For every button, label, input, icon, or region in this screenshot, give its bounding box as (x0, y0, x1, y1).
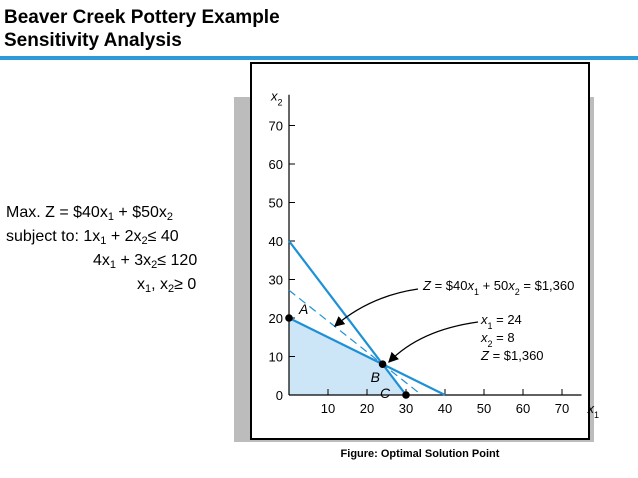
y-tick-label-30: 30 (269, 273, 283, 288)
x-tick-label-10: 10 (321, 401, 335, 416)
figure-caption: Figure: Optimal Solution Point (340, 448, 500, 460)
constraint-labor: subject to: 1x1 + 2x2≤ 40 (6, 228, 179, 247)
objective-annotation: Z = $40x1 + 50x2 = $1,360 (422, 278, 574, 297)
objective-function: Max. Z = $40x1 + $50x2 (6, 204, 174, 223)
y-tick-label-50: 50 (269, 196, 283, 211)
arrow-to-optimum (388, 321, 479, 363)
slide-title: Beaver Creek Pottery Example (4, 7, 280, 28)
lp-formulation: Max. Z = $40x1 + $50x2 subject to: 1x1 +… (6, 203, 197, 299)
corner-label-a: A (298, 301, 308, 317)
corner-label-b: B (371, 369, 380, 385)
x-tick-label-60: 60 (516, 401, 530, 416)
x-axis-label: x1 (587, 401, 600, 420)
nonnegativity-constraint: x1, x2≥ 0 (137, 276, 197, 295)
y-tick-label-20: 20 (269, 311, 283, 326)
constraint-line-2 (288, 317, 446, 396)
objective-line (288, 289, 422, 396)
solution-z-label: Z = $1,360 (480, 348, 544, 363)
feasible-region (289, 318, 406, 395)
y-tick-label-0: 0 (276, 388, 283, 403)
y-tick-label-60: 60 (269, 157, 283, 172)
corner-label-c: C (380, 385, 391, 401)
x-tick-label-70: 70 (555, 401, 569, 416)
arrow-to-objective (334, 288, 419, 327)
y-tick-label-70: 70 (269, 119, 283, 134)
slide-subtitle: Sensitivity Analysis (4, 30, 182, 51)
constraint-line-1 (288, 240, 407, 396)
constraint-clay: 4x1 + 3x2≤ 120 (93, 252, 198, 271)
title-rule (0, 56, 638, 60)
solution-x1-label: x1 = 24 (480, 312, 522, 331)
x-tick-label-20: 20 (360, 401, 374, 416)
x-tick-label-40: 40 (438, 401, 452, 416)
title-block: Beaver Creek Pottery Example Sensitivity… (4, 6, 280, 52)
y-tick-label-10: 10 (269, 350, 283, 365)
solution-x2-label: x2 = 8 (480, 330, 515, 349)
y-axis-label: x2 (270, 89, 283, 108)
x-tick-label-50: 50 (477, 401, 491, 416)
y-tick-label-40: 40 (269, 234, 283, 249)
corner-point-a (285, 314, 293, 322)
x-tick-label-30: 30 (399, 401, 413, 416)
corner-point-b (378, 360, 387, 369)
corner-point-c (402, 391, 410, 399)
